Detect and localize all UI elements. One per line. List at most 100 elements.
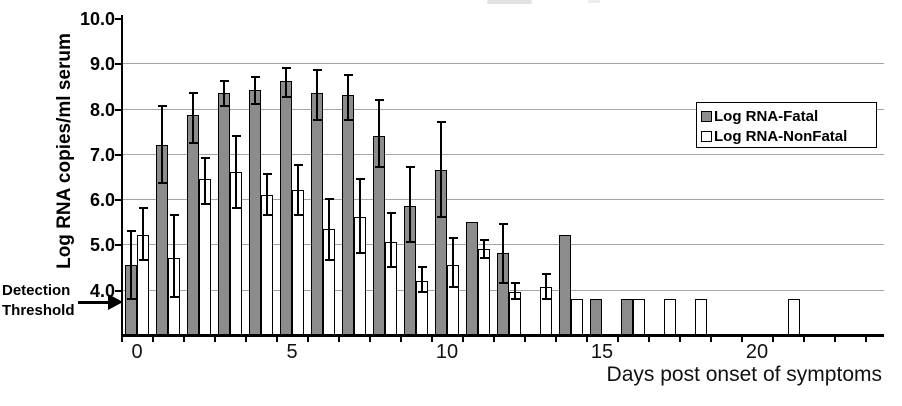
x-tick-label-10: 10	[435, 341, 459, 363]
error-cap-bottom	[479, 257, 489, 259]
gridline-8	[122, 109, 884, 110]
error-cap-top	[405, 166, 415, 168]
x-tick-8	[369, 337, 371, 342]
detection-threshold-arrow-icon	[108, 294, 123, 310]
legend-item-nonfatal: Log RNA-NonFatal	[701, 126, 876, 146]
x-tick-13	[524, 337, 526, 342]
error-cap-top	[169, 214, 179, 216]
error-cap-top	[417, 266, 427, 268]
error-bar-nonfatal-day2	[204, 158, 206, 204]
cropped-title-artifact	[487, 0, 532, 4]
gridline-9	[122, 63, 884, 64]
error-cap-bottom	[448, 286, 458, 288]
bar-fatal-day7	[342, 95, 354, 335]
legend-item-fatal: Log RNA-Fatal	[701, 106, 876, 126]
error-cap-top	[138, 207, 148, 209]
error-bar-fatal-day4	[254, 77, 256, 104]
x-tick-5	[276, 337, 278, 342]
x-tick-3	[214, 337, 216, 342]
error-cap-top	[448, 237, 458, 239]
y-tick-6	[115, 199, 121, 201]
x-tick-16	[617, 337, 619, 342]
error-cap-top	[281, 67, 291, 69]
error-cap-bottom	[324, 259, 334, 261]
error-bar-fatal-day3	[223, 81, 225, 106]
y-tick-8	[115, 109, 121, 111]
error-cap-bottom	[405, 241, 415, 243]
x-tick-9	[400, 337, 402, 342]
x-tick-24	[865, 337, 867, 342]
x-tick-1	[152, 337, 154, 342]
error-bar-nonfatal-day12	[514, 283, 516, 299]
error-bar-nonfatal-day4	[266, 174, 268, 215]
y-tick-label-9: 9.0	[89, 54, 115, 74]
error-bar-fatal-day10	[440, 122, 442, 217]
error-cap-bottom	[312, 119, 322, 121]
error-bar-nonfatal-day3	[235, 136, 237, 208]
error-bar-nonfatal-day10	[452, 238, 454, 287]
error-cap-bottom	[200, 203, 210, 205]
x-tick-11	[462, 337, 464, 342]
error-bar-nonfatal-day6	[328, 199, 330, 260]
bar-fatal-day2	[187, 115, 199, 335]
error-cap-top	[498, 223, 508, 225]
error-cap-top	[541, 273, 551, 275]
x-tick-label-20: 20	[745, 341, 769, 363]
error-cap-top	[510, 282, 520, 284]
error-cap-top	[200, 157, 210, 159]
error-cap-top	[250, 76, 260, 78]
error-cap-bottom	[541, 298, 551, 300]
error-bar-fatal-day8	[378, 100, 380, 167]
error-bar-nonfatal-day7	[359, 179, 361, 253]
error-cap-bottom	[262, 214, 272, 216]
error-cap-bottom	[355, 252, 365, 254]
x-tick-14	[555, 337, 557, 342]
error-cap-bottom	[281, 96, 291, 98]
x-axis-line	[121, 334, 884, 337]
error-cap-top	[219, 80, 229, 82]
error-cap-top	[436, 121, 446, 123]
error-cap-bottom	[219, 105, 229, 107]
error-cap-bottom	[169, 296, 179, 298]
detection-threshold-label-line1: Detection	[2, 282, 71, 299]
error-bar-nonfatal-day9	[421, 267, 423, 292]
error-cap-top	[479, 239, 489, 241]
y-tick-label-5: 5.0	[89, 235, 115, 255]
error-cap-bottom	[293, 214, 303, 216]
error-cap-bottom	[510, 298, 520, 300]
y-tick-7	[115, 154, 121, 156]
y-tick-9	[115, 63, 121, 65]
x-tick-19	[710, 337, 712, 342]
error-bar-nonfatal-day5	[297, 165, 299, 215]
error-cap-bottom	[374, 166, 384, 168]
x-tick-10	[431, 337, 433, 342]
error-cap-top	[126, 230, 136, 232]
bar-fatal-day5	[280, 81, 292, 335]
bar-fatal-day11	[466, 222, 478, 335]
error-bar-nonfatal-day11	[483, 240, 485, 258]
y-tick-10	[115, 18, 121, 20]
x-tick-label-15: 15	[590, 341, 614, 363]
bar-nonfatal-day11	[478, 249, 490, 335]
error-cap-top	[374, 99, 384, 101]
x-tick-20	[741, 337, 743, 342]
bar-nonfatal-day14	[571, 299, 583, 335]
x-tick-0	[121, 337, 123, 342]
error-bar-fatal-day9	[409, 167, 411, 242]
error-cap-top	[324, 198, 334, 200]
error-cap-bottom	[157, 182, 167, 184]
x-tick-2	[183, 337, 185, 342]
legend-label-fatal: Log RNA-Fatal	[714, 107, 819, 125]
error-bar-nonfatal-day8	[390, 213, 392, 267]
error-cap-bottom	[188, 142, 198, 144]
error-cap-top	[343, 74, 353, 76]
error-cap-top	[293, 164, 303, 166]
x-tick-18	[679, 337, 681, 342]
bar-nonfatal-day16	[633, 299, 645, 335]
y-axis-title: Log RNA copies/ml serum	[54, 33, 75, 269]
y-tick-label-6: 6.0	[89, 190, 115, 210]
error-cap-bottom	[343, 119, 353, 121]
y-tick-label-8: 8.0	[89, 100, 115, 120]
bar-nonfatal-day4	[261, 195, 273, 335]
